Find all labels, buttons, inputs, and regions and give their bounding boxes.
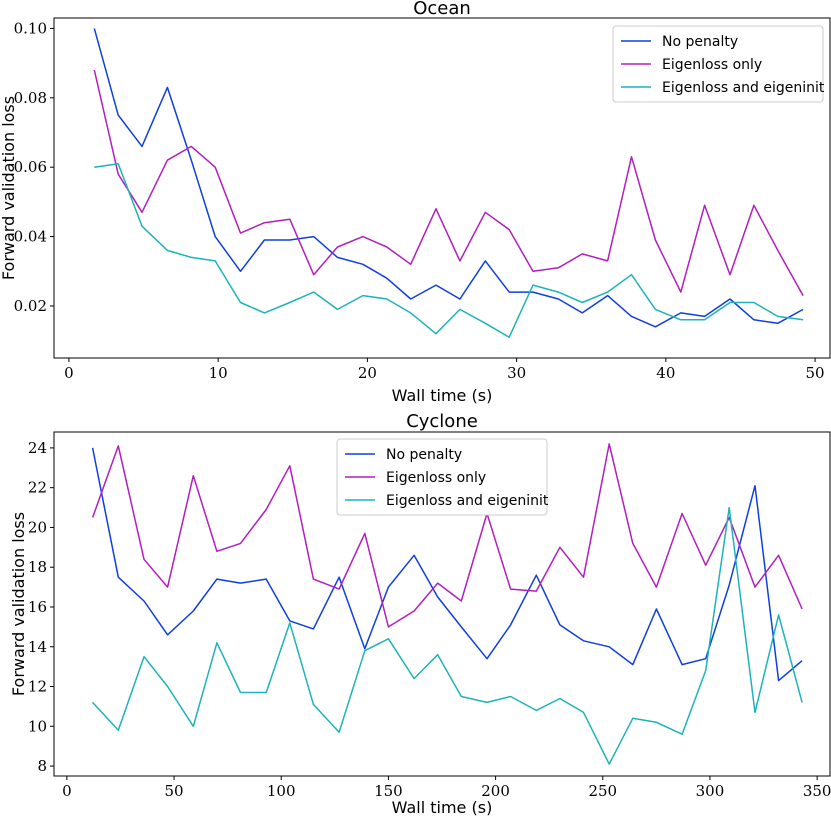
y-tick-label: 22 <box>28 479 47 497</box>
legend-label: Eigenloss only <box>386 470 486 486</box>
y-tick-label: 0.08 <box>14 89 47 107</box>
legend-label: No penalty <box>386 447 462 463</box>
legend-label: Eigenloss and eigeninit <box>662 80 825 96</box>
x-tick-label: 250 <box>588 782 617 800</box>
x-tick-label: 150 <box>374 782 403 800</box>
x-tick-label: 0 <box>64 364 74 382</box>
legend-label: Eigenloss only <box>662 57 762 73</box>
y-tick-label: 0.06 <box>14 158 47 176</box>
x-tick-label: 50 <box>806 364 825 382</box>
legend-label: No penalty <box>662 34 738 50</box>
series-line-eigenloss-and-eigeninit <box>94 162 804 338</box>
y-tick-label: 10 <box>28 717 47 735</box>
chart-panel-cyclone: 0 50 100 150 200 250 300 350 8 10 12 14 16 18 20 22 24 Cy… <box>9 411 831 817</box>
x-axis-label: Wall time (s) <box>392 386 493 405</box>
x-tick-label: 350 <box>803 782 831 800</box>
y-tick-label: 0.10 <box>14 19 47 37</box>
x-tick-label: 20 <box>358 364 377 382</box>
x-tick-label: 200 <box>481 782 510 800</box>
y-tick-label: 16 <box>28 598 47 616</box>
x-tick-label: 10 <box>209 364 228 382</box>
series-line-eigenloss-only <box>91 443 803 628</box>
x-tick-label: 300 <box>696 782 725 800</box>
x-tick-label: 40 <box>656 364 675 382</box>
x-tick-label: 100 <box>267 782 296 800</box>
series-line-no-penalty <box>91 447 803 682</box>
y-tick-label: 12 <box>28 678 47 696</box>
x-axis-label: Wall time (s) <box>392 798 493 817</box>
y-axis-label: Forward validation loss <box>0 96 18 280</box>
y-tick-label: 14 <box>28 638 47 656</box>
series-line-eigenloss-and-eigeninit <box>92 506 803 765</box>
x-tick-label: 0 <box>62 782 72 800</box>
chart-title: Cyclone <box>406 411 478 432</box>
y-tick-label: 18 <box>28 558 47 576</box>
series-line-eigenloss-only <box>93 69 804 296</box>
y-tick-label: 0.04 <box>14 228 47 246</box>
y-tick-label: 24 <box>28 439 47 457</box>
x-tick-label: 50 <box>164 782 183 800</box>
plot-frame <box>53 431 831 777</box>
y-tick-label: 0.02 <box>14 297 47 315</box>
x-tick-label: 30 <box>507 364 526 382</box>
legend-box <box>336 438 548 516</box>
legend-label: Eigenloss and eigeninit <box>386 493 549 509</box>
plot-frame <box>53 17 831 359</box>
y-axis-label: Forward validation loss <box>9 512 28 696</box>
chart-title: Ocean <box>413 0 471 19</box>
legend-box <box>612 25 824 103</box>
chart-panel-ocean: 0 10 20 30 40 50 0.02 0.04 0.06 0.08 0.10 Ocean Wall… <box>0 0 831 405</box>
series-line-no-penalty <box>93 28 804 328</box>
legend: No penalty Eigenloss only Eigenloss and ei… <box>612 25 825 103</box>
y-tick-label: 8 <box>37 757 47 775</box>
y-tick-label: 20 <box>28 518 47 536</box>
legend: No penalty Eigenloss only Eigenloss and ei… <box>336 438 549 516</box>
